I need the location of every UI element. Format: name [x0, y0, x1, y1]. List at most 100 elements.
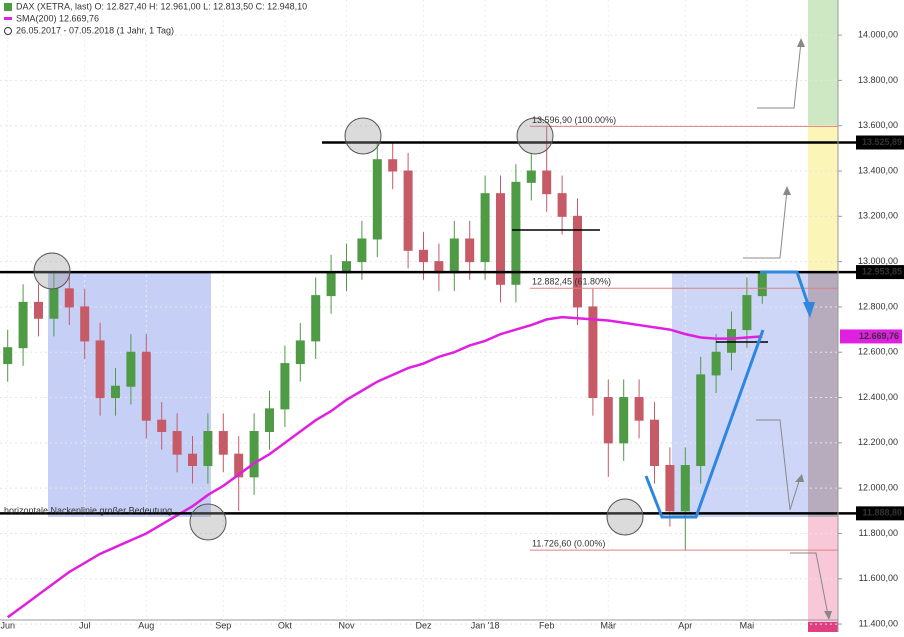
- zone-overlap: [808, 271, 838, 517]
- candle-body: [111, 385, 120, 399]
- circle-marker: [344, 117, 382, 155]
- arrow-head: [824, 611, 832, 620]
- target-arrow: [743, 189, 788, 259]
- y-tick-label: 12.600,00: [858, 347, 898, 357]
- candle-body: [619, 397, 629, 444]
- legend-icon: [4, 3, 12, 11]
- candle-body: [3, 347, 13, 365]
- annotation: horizontale Nackenlinie großer Bedeutung: [4, 505, 172, 515]
- background-zones: [48, 0, 838, 632]
- fib-label: 12.882,45 (61.80%): [532, 277, 611, 287]
- fib-label: 11.726,60 (0.00%): [532, 538, 605, 548]
- price-box: [856, 135, 904, 150]
- y-tick-label: 13.200,00: [858, 211, 898, 221]
- pattern-line: [644, 329, 765, 519]
- candle-body: [526, 170, 536, 183]
- y-tick-label: 13.600,00: [858, 120, 898, 130]
- candle-body: [64, 288, 74, 308]
- arrow-head: [797, 38, 805, 47]
- y-tick-label: 13.000,00: [858, 256, 898, 266]
- candle-body: [249, 431, 259, 478]
- candle-body: [49, 288, 59, 319]
- date-range: 26.05.2017 - 07.05.2018 (1 Jahr, 1 Tag): [16, 25, 174, 35]
- candle-body: [634, 397, 644, 421]
- candle-body: [727, 329, 736, 353]
- candle-body: [419, 249, 428, 263]
- circle-marker: [516, 117, 554, 155]
- candle-body: [757, 272, 767, 297]
- marks: [0, 125, 856, 619]
- candle-body: [465, 238, 475, 263]
- candle-body: [449, 238, 459, 274]
- sma-line: [6, 315, 763, 619]
- arrow-head: [795, 474, 804, 482]
- candle-body: [573, 215, 582, 308]
- target-arrow: [790, 552, 829, 616]
- x-tick-label: Okt: [278, 620, 293, 630]
- candle-body: [326, 272, 336, 297]
- candle-body: [95, 340, 105, 399]
- drawings: [0, 0, 839, 632]
- price-box: [856, 265, 904, 280]
- candle-body: [680, 465, 690, 512]
- zone-green: [808, 0, 838, 125]
- candle-body: [357, 238, 367, 263]
- x-tick-label: Jul: [79, 620, 91, 630]
- candle-body: [511, 181, 521, 285]
- circle-marker: [33, 252, 71, 290]
- y-tick-label: 11.600,00: [859, 573, 898, 583]
- candle-body: [711, 351, 721, 376]
- candle-body: [295, 340, 305, 365]
- candle-body: [650, 419, 659, 467]
- candle-body: [588, 306, 598, 399]
- legend-icon: [4, 17, 12, 20]
- x-tick-label: Mär: [601, 620, 617, 630]
- candle-body: [157, 419, 167, 433]
- candle-body: [141, 351, 151, 421]
- candle-body: [188, 453, 197, 467]
- candle-body: [696, 374, 706, 467]
- price-box-label: 12.953,85: [862, 266, 902, 276]
- header-ohlc: DAX (XETRA, last) O: 12.827,40 H: 12.961…: [16, 1, 307, 11]
- candle-body: [542, 170, 552, 195]
- y-tick-label: 12.000,00: [858, 483, 898, 493]
- y-tick-label: 13.400,00: [858, 165, 898, 175]
- x-tick-label: Aug: [138, 620, 154, 630]
- price-box-label: 12.669,76: [859, 331, 899, 341]
- candle-body: [388, 159, 398, 172]
- candle-body: [126, 351, 136, 387]
- candle-body: [18, 301, 28, 349]
- circle-marker: [606, 498, 644, 536]
- candle-body: [234, 453, 244, 478]
- zone-bottom: [808, 622, 838, 632]
- pattern-line: [760, 270, 812, 311]
- candle-body: [311, 295, 321, 342]
- y-tick-label: 12.400,00: [858, 392, 898, 402]
- candle-body: [80, 306, 90, 342]
- price-box: [856, 506, 904, 521]
- x-tick-label: Feb: [539, 620, 555, 630]
- target-arrow: [757, 41, 802, 109]
- y-tick-label: 12.800,00: [858, 301, 898, 311]
- candle-body: [372, 159, 382, 240]
- arrow-head: [783, 186, 791, 195]
- x-tick-label: Dez: [415, 620, 432, 630]
- x-tick-label: Jun: [0, 620, 15, 630]
- target-arrow: [756, 419, 801, 511]
- zone-pink: [808, 517, 838, 632]
- clock-icon: [4, 27, 12, 35]
- candle-body: [665, 465, 675, 512]
- candle-body: [34, 301, 43, 319]
- zone-yellow: [808, 125, 838, 271]
- x-tick-label: Mai: [740, 620, 755, 630]
- y-tick-label: 13.800,00: [858, 75, 898, 85]
- circle-marker: [189, 503, 227, 541]
- y-tick-label: 12.200,00: [858, 437, 898, 447]
- zone-blue: [48, 271, 211, 517]
- candle-body: [403, 170, 413, 251]
- candle-body: [480, 193, 490, 263]
- x-tick-label: Nov: [338, 620, 355, 630]
